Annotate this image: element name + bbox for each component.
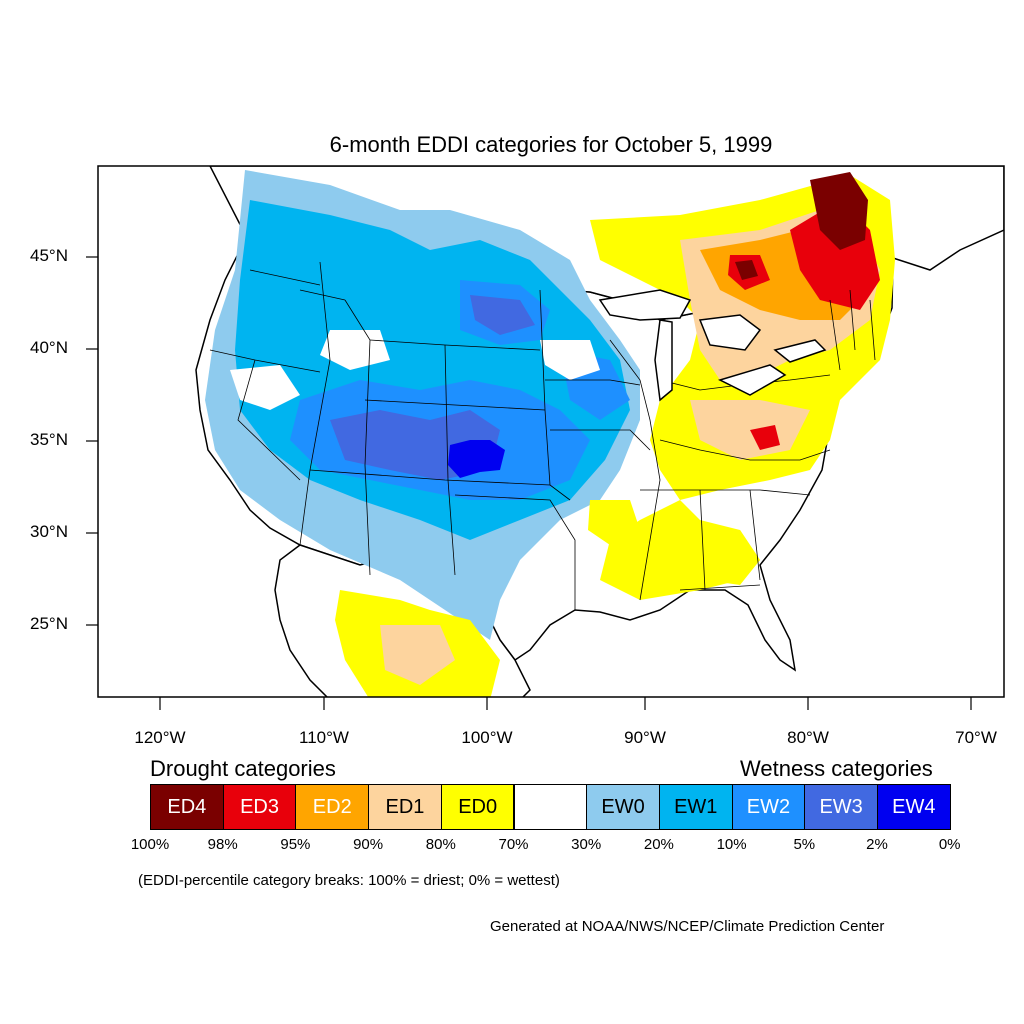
category-note: (EDDI-percentile category breaks: 100% =… xyxy=(138,872,560,889)
lon-label-90: 90°W xyxy=(624,728,666,747)
lon-label-80: 80°W xyxy=(787,728,829,747)
legend-break-label: 0% xyxy=(938,836,961,853)
lat-label-30: 30°N xyxy=(30,522,68,541)
lon-label-120: 120°W xyxy=(134,728,186,747)
legend-box-neutral xyxy=(513,784,588,830)
lat-label-25: 25°N xyxy=(30,614,68,633)
legend-box-ew3: EW3 xyxy=(804,784,878,830)
legend-box-ed4: ED4 xyxy=(150,784,224,830)
legend-break-label: 10% xyxy=(716,836,747,853)
lat-label-45: 45°N xyxy=(30,246,68,265)
legend-break-label: 90% xyxy=(353,836,384,853)
credit-line: Generated at NOAA/NWS/NCEP/Climate Predi… xyxy=(490,918,885,935)
legend-box-ew1: EW1 xyxy=(658,784,733,830)
map-title: 6-month EDDI categories for October 5, 1… xyxy=(329,132,773,157)
drought-categories-heading: Drought categories xyxy=(150,756,336,781)
wetness-regions xyxy=(205,170,640,640)
map-canvas xyxy=(195,166,1004,697)
legend-box-ew2: EW2 xyxy=(731,784,806,830)
lon-label-70: 70°W xyxy=(955,728,997,747)
great-lakes xyxy=(598,289,827,402)
legend-break-label: 2% xyxy=(866,836,888,853)
legend-box-ew4: EW4 xyxy=(877,784,951,830)
axis-ticks xyxy=(86,256,972,710)
legend-break-label: 70% xyxy=(498,836,529,853)
lon-label-100: 100°W xyxy=(461,728,513,747)
lat-label-40: 40°N xyxy=(30,338,68,357)
legend-break-label: 98% xyxy=(207,836,238,853)
legend-break-label: 100% xyxy=(130,836,170,853)
lon-label-110: 110°W xyxy=(299,728,349,747)
legend-box-ew0: EW0 xyxy=(586,784,660,830)
map-frame xyxy=(97,165,1005,698)
state-boundaries xyxy=(209,261,876,610)
legend-break-label: 80% xyxy=(425,836,456,853)
legend-break-label: 30% xyxy=(571,836,602,853)
wetness-categories-heading: Wetness categories xyxy=(740,756,933,781)
legend-box-ed3: ED3 xyxy=(222,784,297,830)
legend-break-label: 20% xyxy=(643,836,674,853)
legend-box-ed2: ED2 xyxy=(295,784,370,830)
lat-label-35: 35°N xyxy=(30,430,68,449)
legend-box-ed0: ED0 xyxy=(440,784,515,830)
legend-break-label: 95% xyxy=(280,836,311,853)
legend-break-label: 5% xyxy=(793,836,816,853)
legend-box-ed1: ED1 xyxy=(368,784,442,830)
